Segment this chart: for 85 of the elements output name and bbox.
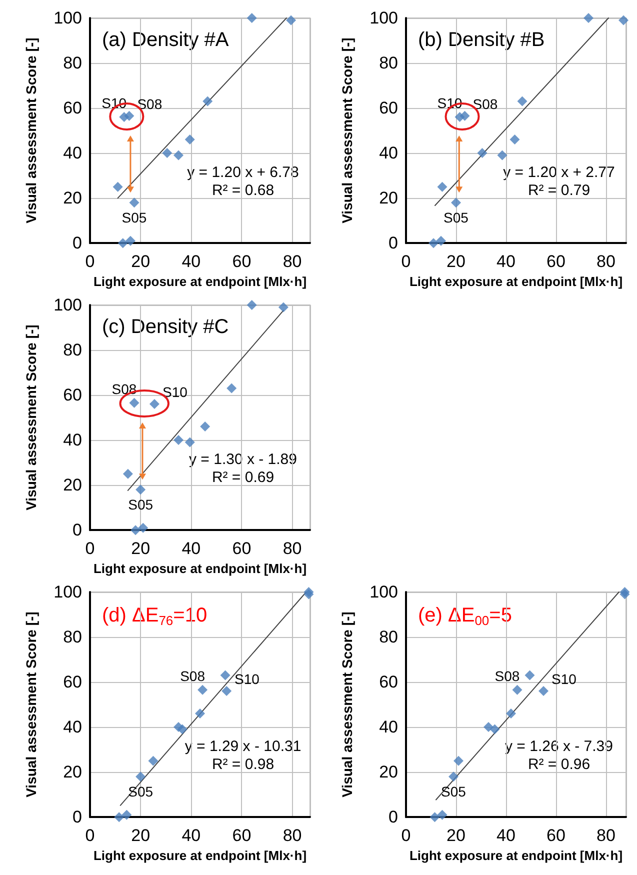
annotation: S05 <box>444 210 469 226</box>
x-axis-title: Light exposure at endpoint [Mlx·h] <box>93 848 307 863</box>
y-tick-label: 80 <box>379 54 398 73</box>
x-tick-label: 0 <box>85 826 95 846</box>
x-axis-title: Light exposure at endpoint [Mlx·h] <box>93 561 307 576</box>
annotation: S08 <box>137 96 162 112</box>
x-tick-label: 40 <box>182 252 201 272</box>
y-tick-label: 100 <box>54 296 82 314</box>
annotation: S08 <box>180 668 206 684</box>
x-tick-label: 20 <box>131 826 150 846</box>
y-tick-label: 20 <box>379 188 398 208</box>
annotation: R² = 0.96 <box>528 756 590 773</box>
x-tick-label: 0 <box>401 826 411 846</box>
annotation: S05 <box>122 210 147 226</box>
x-tick-label: 40 <box>182 826 201 846</box>
y-tick-label: 20 <box>63 762 82 782</box>
y-tick-label: 40 <box>379 144 398 163</box>
annotation: R² = 0.69 <box>212 468 274 486</box>
y-tick-label: 40 <box>63 718 82 737</box>
x-tick-label: 80 <box>596 826 616 846</box>
y-tick-label: 80 <box>379 628 398 647</box>
annotation: R² = 0.68 <box>212 182 274 199</box>
x-tick-label: 80 <box>282 539 302 558</box>
y-tick-label: 40 <box>379 718 398 737</box>
x-tick-label: 0 <box>85 539 95 558</box>
x-axis-title: Light exposure at endpoint [Mlx·h] <box>409 274 623 289</box>
x-tick-label: 80 <box>282 826 302 846</box>
x-tick-label: 60 <box>546 252 566 272</box>
y-axis-title: Visual assessment Score [-] <box>339 612 355 798</box>
y-tick-label: 80 <box>63 340 82 360</box>
x-tick-label: 60 <box>546 826 566 846</box>
y-tick-label: 100 <box>54 582 82 602</box>
x-tick-label: 80 <box>282 252 302 272</box>
y-tick-label: 100 <box>54 8 82 28</box>
x-tick-label: 20 <box>446 252 466 272</box>
annotation: S08 <box>494 668 520 684</box>
text: (a) Density #A <box>102 29 230 51</box>
y-tick-label: 0 <box>72 808 82 827</box>
annotation: S08 <box>472 96 498 112</box>
annotation: S05 <box>128 496 154 513</box>
x-tick-label: 80 <box>596 252 616 272</box>
annotation: S05 <box>441 784 466 800</box>
x-axis-title: Light exposure at endpoint [Mlx·h] <box>409 848 623 863</box>
y-axis-title: Visual assessment Score [-] <box>23 324 39 510</box>
y-tick-label: 40 <box>63 430 82 450</box>
annotation: S10 <box>162 384 188 400</box>
y-tick-label: 0 <box>388 234 398 253</box>
x-tick-label: 0 <box>401 252 411 272</box>
text: (c) Density #C <box>102 316 229 338</box>
x-tick-label: 40 <box>496 826 516 846</box>
annotation: R² = 0.79 <box>528 182 590 199</box>
y-tick-label: 0 <box>72 520 82 540</box>
x-axis-title: Light exposure at endpoint [Mlx·h] <box>93 274 307 289</box>
x-tick-label: 60 <box>232 252 252 272</box>
y-tick-label: 0 <box>388 808 398 827</box>
x-tick-label: 20 <box>446 826 466 846</box>
y-axis-title: Visual assessment Score [-] <box>23 612 39 798</box>
y-tick-label: 20 <box>379 762 398 782</box>
x-tick-label: 0 <box>85 252 95 272</box>
y-tick-label: 60 <box>63 386 82 405</box>
y-tick-label: 60 <box>63 672 82 692</box>
y-tick-label: 100 <box>370 8 398 28</box>
y-axis-title: Visual assessment Score [-] <box>339 38 355 224</box>
annotation: S10 <box>234 671 260 688</box>
annotation: R² = 0.98 <box>212 756 274 773</box>
x-tick-label: 60 <box>232 826 252 846</box>
y-tick-label: 60 <box>379 98 398 118</box>
y-axis-title: Visual assessment Score [-] <box>23 38 39 224</box>
x-tick-label: 40 <box>496 252 516 272</box>
x-tick-label: 20 <box>131 539 150 558</box>
text: (b) Density #B <box>418 29 545 51</box>
y-tick-label: 80 <box>63 628 82 647</box>
y-tick-label: 80 <box>63 54 82 73</box>
y-tick-label: 100 <box>370 582 398 602</box>
annotation: S10 <box>552 671 577 688</box>
y-tick-label: 0 <box>72 234 82 253</box>
y-tick-label: 40 <box>63 144 82 163</box>
annotation: S08 <box>112 380 137 397</box>
y-tick-label: 60 <box>63 98 82 118</box>
x-tick-label: 20 <box>131 252 150 272</box>
y-tick-label: 20 <box>63 476 82 495</box>
y-tick-label: 20 <box>63 188 82 208</box>
x-tick-label: 60 <box>232 539 252 558</box>
x-tick-label: 40 <box>182 539 201 558</box>
y-tick-label: 60 <box>379 672 398 692</box>
